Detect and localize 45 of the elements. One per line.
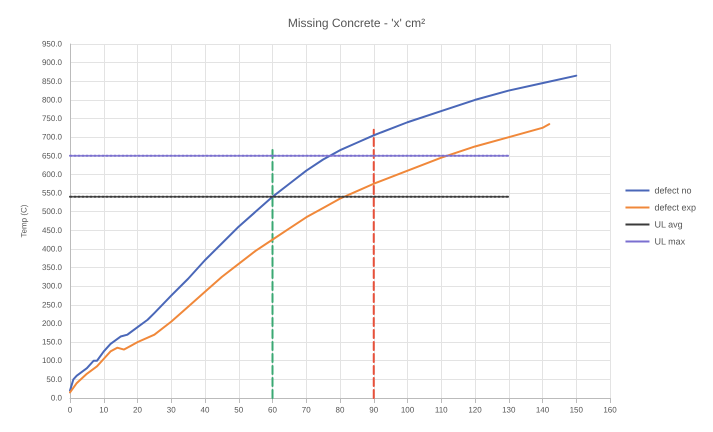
y-tick-label: 850.0 xyxy=(42,76,63,86)
y-tick-label: 650.0 xyxy=(42,151,63,160)
x-tick-label: 70 xyxy=(302,406,312,414)
legend-label: defect no xyxy=(654,186,692,196)
y-tick-label: 550.0 xyxy=(42,188,63,198)
legend-label: UL max xyxy=(654,236,686,246)
x-tick-label: 0 xyxy=(68,406,73,414)
y-tick-label: 750.0 xyxy=(42,114,63,124)
x-tick-label: 60 xyxy=(268,406,278,414)
x-tick-label: 140 xyxy=(536,406,550,414)
x-tick-label: 100 xyxy=(400,406,415,414)
y-tick-label: 900.0 xyxy=(42,58,63,68)
y-tick-label: 950.0 xyxy=(42,40,63,48)
y-tick-label: 400.0 xyxy=(42,244,63,254)
y-tick-label: 300.0 xyxy=(42,282,63,291)
y-tick-label: 450.0 xyxy=(42,226,63,235)
x-tick-label: 90 xyxy=(369,406,379,414)
y-tick-label: 250.0 xyxy=(42,300,63,310)
y-tick-label: 600.0 xyxy=(42,170,63,179)
legend-label: UL avg xyxy=(654,220,683,230)
y-tick-label: 150.0 xyxy=(42,338,63,347)
x-tick-label: 150 xyxy=(570,406,584,414)
y-axis-title: Temp (C) xyxy=(20,204,28,238)
y-tick-label: 350.0 xyxy=(42,263,63,272)
x-tick-label: 20 xyxy=(133,406,142,414)
x-tick-label: 110 xyxy=(434,406,448,414)
y-tick-label: 800.0 xyxy=(42,95,63,104)
chart-title: Missing Concrete - 'x' cm² xyxy=(288,16,426,30)
x-tick-label: 120 xyxy=(468,406,482,414)
line-series xyxy=(69,74,578,392)
y-tick-label: 500.0 xyxy=(42,207,63,216)
x-tick-label: 160 xyxy=(603,406,618,414)
x-tick-label: 30 xyxy=(166,406,176,414)
x-tick-label: 40 xyxy=(200,406,210,414)
y-tick-label: 50.0 xyxy=(46,374,63,384)
x-tick-label: 130 xyxy=(502,406,516,414)
y-tick-label: 700.0 xyxy=(42,132,63,142)
y-tick-label: 0.0 xyxy=(50,394,63,402)
x-tick-label: 10 xyxy=(99,406,109,414)
legend-label: defect exp xyxy=(654,202,696,212)
y-tick-label: 100.0 xyxy=(42,356,63,366)
x-tick-label: 50 xyxy=(234,406,244,414)
y-tick-label: 200.0 xyxy=(42,318,63,328)
x-tick-label: 80 xyxy=(336,406,345,414)
line-series xyxy=(69,123,550,394)
